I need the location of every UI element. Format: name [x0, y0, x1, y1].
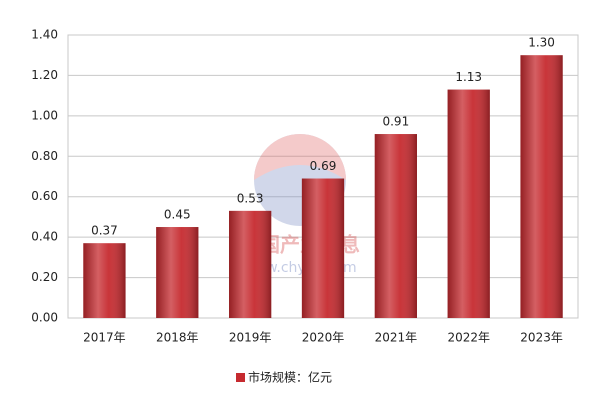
bar-shine [301, 178, 345, 318]
value-label: 0.69 [310, 159, 337, 173]
x-tick-label: 2019年 [229, 331, 272, 345]
value-label: 1.13 [455, 70, 482, 84]
watermark-logo-top [254, 134, 346, 180]
bar-shine [447, 89, 490, 318]
y-tick-label: 0.20 [31, 270, 58, 284]
value-label: 0.45 [164, 208, 191, 222]
x-tick-label: 2018年 [156, 331, 199, 345]
y-tick-label: 1.40 [31, 28, 58, 42]
value-label: 0.37 [91, 224, 118, 238]
x-tick-label: 2023年 [520, 331, 563, 345]
bar-shine [520, 55, 563, 318]
bar-shine [374, 134, 417, 318]
y-tick-label: 0.60 [31, 189, 58, 203]
legend-label: 市场规模：亿元 [248, 370, 332, 385]
legend-swatch [236, 373, 245, 382]
bar-shine [229, 210, 272, 318]
value-label: 0.53 [237, 191, 264, 205]
y-tick-label: 1.00 [31, 108, 58, 122]
bar-shine [83, 243, 126, 318]
y-tick-label: 0.40 [31, 230, 58, 244]
y-tick-label: 0.00 [31, 311, 58, 325]
y-tick-label: 0.80 [31, 149, 58, 163]
value-label: 1.30 [528, 36, 555, 50]
x-tick-label: 2022年 [447, 331, 490, 345]
value-label: 0.91 [382, 115, 409, 129]
y-tick-label: 1.20 [31, 68, 58, 82]
x-tick-label: 2017年 [83, 331, 126, 345]
x-tick-label: 2020年 [302, 331, 345, 345]
bar-shine [156, 227, 199, 318]
x-tick-label: 2021年 [375, 331, 418, 345]
